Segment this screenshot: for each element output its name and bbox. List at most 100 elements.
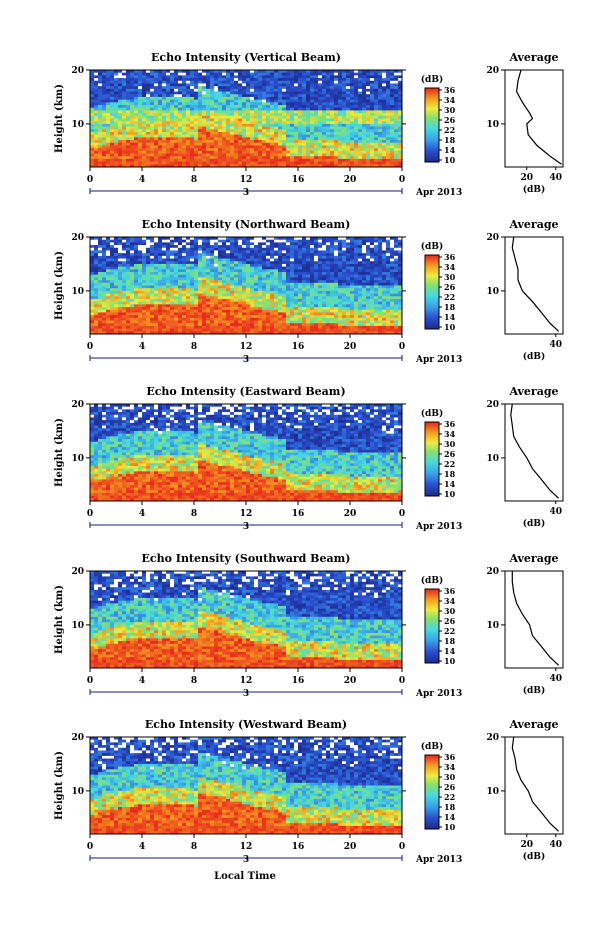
heatmap-cell xyxy=(258,148,263,152)
heatmap-cell xyxy=(138,309,143,313)
heatmap-cell xyxy=(306,272,311,276)
heatmap-cell xyxy=(302,277,307,281)
heatmap-cell xyxy=(94,83,99,87)
heatmap-cell xyxy=(382,70,387,74)
heatmap-cell xyxy=(162,290,167,294)
heatmap-cell xyxy=(178,164,183,168)
heatmap-cell xyxy=(214,158,219,163)
heatmap-cell xyxy=(222,83,227,87)
heatmap-cell xyxy=(386,129,391,133)
heatmap-cell xyxy=(250,239,255,243)
heatmap-cell xyxy=(178,156,183,160)
heatmap-cell xyxy=(230,274,235,278)
heatmap-cell xyxy=(198,266,203,270)
heatmap-cell xyxy=(394,158,399,163)
heatmap-cell xyxy=(102,282,107,286)
heatmap-cell xyxy=(218,99,223,103)
heatmap-cell xyxy=(102,325,107,330)
heatmap-cell xyxy=(322,239,327,243)
heatmap-cell xyxy=(118,320,123,324)
heatmap-cell xyxy=(234,75,239,79)
heatmap-cell xyxy=(314,250,319,254)
heatmap-cell xyxy=(242,110,247,114)
heatmap-cell xyxy=(350,110,355,114)
heatmap-cell xyxy=(282,328,287,332)
heatmap-cell xyxy=(286,140,291,144)
heatmap-cell xyxy=(334,134,339,138)
heatmap-cell xyxy=(314,304,319,308)
heatmap-cell xyxy=(234,96,239,101)
heatmap-cell xyxy=(98,156,103,160)
heatmap-cell xyxy=(166,153,171,157)
heatmap-cell xyxy=(258,277,263,281)
heatmap-cell xyxy=(318,134,323,138)
heatmap-cell xyxy=(242,121,247,125)
heatmap-cell xyxy=(94,156,99,160)
heatmap-cell xyxy=(338,153,343,157)
heatmap-cell xyxy=(106,153,111,157)
heatmap-cell xyxy=(238,237,243,241)
heatmap-cell xyxy=(110,80,115,84)
heatmap-cell xyxy=(206,118,211,122)
heatmap-cell xyxy=(142,115,147,119)
heatmap-cell xyxy=(94,285,99,289)
heatmap-cell xyxy=(258,312,263,316)
heatmap-cell xyxy=(206,269,211,273)
heatmap-cell xyxy=(150,323,155,327)
heatmap-cell xyxy=(270,242,275,246)
heatmap-cell xyxy=(230,298,235,303)
heatmap-cell xyxy=(266,266,271,270)
heatmap-cell xyxy=(138,298,143,303)
heatmap-cell xyxy=(318,320,323,324)
heatmap-cell xyxy=(94,263,99,268)
heatmap-cell xyxy=(206,288,211,292)
heatmap-cell xyxy=(314,78,319,82)
heatmap-cell xyxy=(118,102,123,106)
heatmap-cell xyxy=(190,134,195,138)
heatmap-cell xyxy=(226,323,231,327)
heatmap-cell xyxy=(226,145,231,149)
heatmap-cell xyxy=(258,88,263,92)
heatmap-cell xyxy=(178,261,183,265)
heatmap-cell xyxy=(362,145,367,149)
heatmap-cell xyxy=(286,272,291,276)
heatmap-cell xyxy=(274,78,279,82)
heatmap-cell xyxy=(98,328,103,332)
heatmap-cell xyxy=(358,142,363,146)
heatmap-cell xyxy=(98,105,103,109)
heatmap-cell xyxy=(98,323,103,327)
heatmap-cell xyxy=(366,161,371,165)
heatmap-cell xyxy=(106,107,111,111)
heatmap-cell xyxy=(254,304,259,308)
heatmap-cell xyxy=(230,86,235,90)
heatmap-cell xyxy=(98,312,103,316)
heatmap-cell xyxy=(302,131,307,136)
heatmap-cell xyxy=(278,320,283,324)
heatmap-cell xyxy=(138,242,143,246)
heatmap-cell xyxy=(154,290,159,294)
heatmap-cell xyxy=(262,298,267,303)
heatmap-cell xyxy=(378,80,383,84)
heatmap-cell xyxy=(286,156,291,160)
heatmap-cell xyxy=(202,137,207,141)
heatmap-cell xyxy=(298,102,303,106)
heatmap-cell xyxy=(398,99,403,103)
heatmap-cell xyxy=(150,325,155,330)
heatmap-cell xyxy=(318,121,323,125)
heatmap-cell xyxy=(278,129,283,133)
heatmap-cell xyxy=(90,134,95,138)
heatmap-cell xyxy=(182,86,187,90)
heatmap-cell xyxy=(390,96,395,101)
heatmap-cell xyxy=(218,86,223,90)
heatmap-cell xyxy=(226,258,231,262)
heatmap-cell xyxy=(218,156,223,160)
heatmap-cell xyxy=(250,328,255,332)
heatmap-cell xyxy=(310,325,315,330)
heatmap-cell xyxy=(330,137,335,141)
heatmap-cell xyxy=(182,150,187,154)
heatmap-cell xyxy=(238,304,243,308)
heatmap-cell xyxy=(274,328,279,332)
heatmap-cell xyxy=(138,105,143,109)
heatmap-cell xyxy=(222,158,227,163)
heatmap-cell xyxy=(310,72,315,76)
